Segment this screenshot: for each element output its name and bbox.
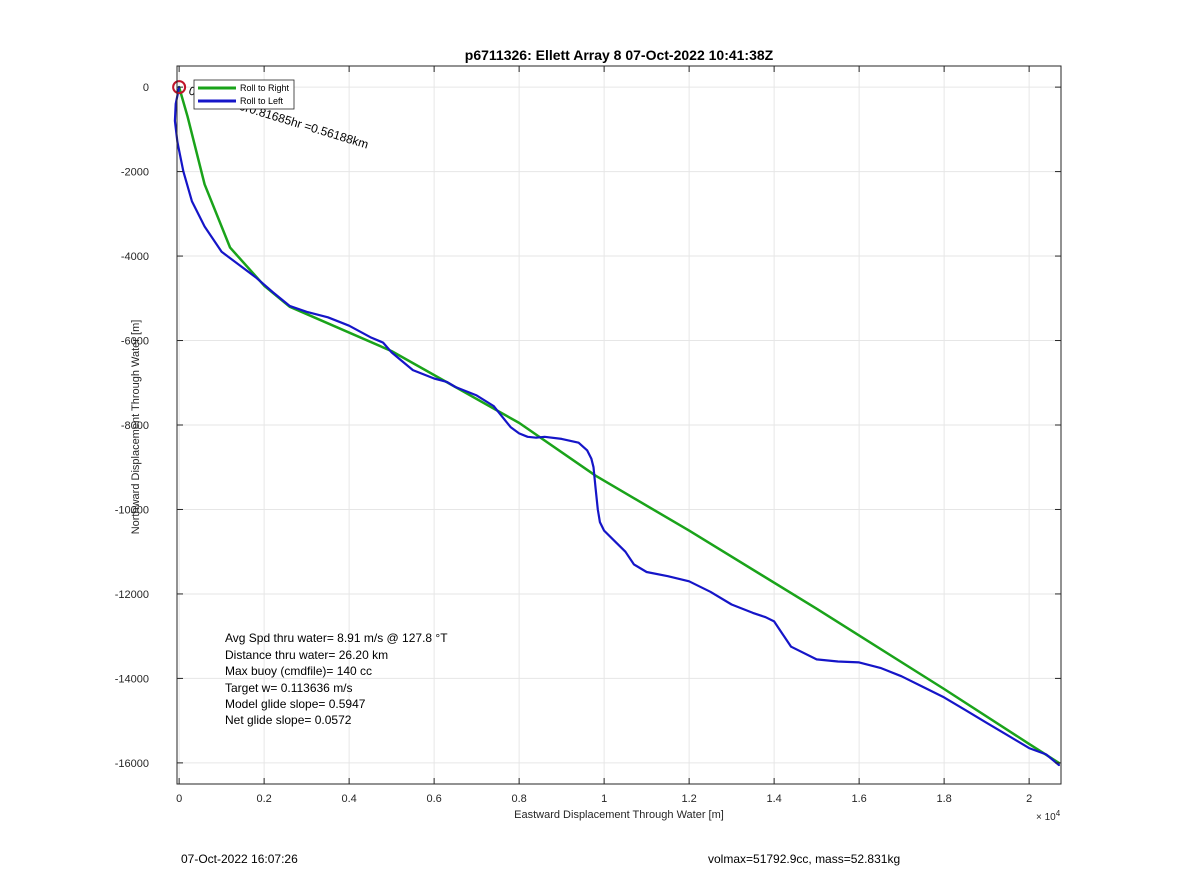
- start-marker: [172, 80, 187, 95]
- series-layer: [172, 80, 1061, 767]
- y-tick-label: -10000: [115, 504, 149, 516]
- x-tick-label: 0.4: [341, 793, 356, 805]
- y-tick-label: 0: [143, 82, 149, 94]
- x-tick-label: 0.6: [426, 793, 441, 805]
- y-tick-label: -14000: [115, 673, 149, 685]
- y-tick-label: -12000: [115, 589, 149, 601]
- legend-box: [193, 79, 295, 110]
- stat-target-w: Target w= 0.113636 m/s: [225, 681, 353, 695]
- x-axis-exponent-base: × 10: [1036, 812, 1056, 823]
- ticks: 0 0.2 0.4 0.6 0.8 1 1.2 1.4 1.6 1.8 2 0 -2000 -4000 -6…: [115, 66, 1061, 805]
- legend: Roll to Right Roll to Left: [193, 79, 295, 110]
- y-tick-label: -4000: [121, 251, 149, 263]
- series-line-roll-left: [173, 85, 1061, 767]
- x-tick-label: 1: [601, 793, 607, 805]
- stat-net-glide-slope: Net glide slope= 0.0572: [225, 713, 352, 727]
- footer-timestamp: 07-Oct-2022 16:07:26: [181, 852, 298, 866]
- x-tick-label: 1.6: [851, 793, 866, 805]
- x-tick-label: 0.8: [511, 793, 526, 805]
- x-tick-label: 0.2: [256, 793, 271, 805]
- chart: 0 0.2 0.4 0.6 0.8 1 1.2 1.4 1.6 1.8 2 0 -2000 -4000 -6…: [115, 47, 1062, 823]
- y-axis-label: Northward Displacement Through Water [m]: [130, 320, 142, 535]
- stat-model-glide-slope: Model glide slope= 0.5947: [225, 697, 366, 711]
- x-tick-label: 1.8: [936, 793, 951, 805]
- stats-block: Avg Spd thru water= 8.91 m/s @ 127.8 °T …: [225, 631, 448, 727]
- stat-distance: Distance thru water= 26.20 km: [225, 648, 388, 662]
- stat-max-buoy: Max buoy (cmdfile)= 140 cc: [225, 664, 372, 678]
- stat-avg-speed: Avg Spd thru water= 8.91 m/s @ 127.8 °T: [225, 631, 448, 645]
- y-tick-label: -6000: [121, 336, 149, 348]
- x-tick-label: 2: [1026, 793, 1032, 805]
- y-tick-label: -8000: [121, 420, 149, 432]
- x-tick-label: 0: [176, 793, 182, 805]
- y-tick-label: -2000: [121, 167, 149, 179]
- x-axis-exponent-power: 4: [1056, 809, 1061, 818]
- grid: [177, 66, 1061, 784]
- legend-label-roll-right: Roll to Right: [240, 83, 290, 93]
- legend-label-roll-left: Roll to Left: [240, 96, 284, 106]
- x-tick-label: 1.4: [766, 793, 781, 805]
- x-axis-exponent: × 104: [1036, 809, 1061, 823]
- x-axis-label: Eastward Displacement Through Water [m]: [514, 809, 724, 821]
- chart-title: p6711326: Ellett Array 8 07-Oct-2022 10:…: [465, 47, 774, 63]
- x-tick-label: 1.2: [681, 793, 696, 805]
- footer-summary: volmax=51792.9cc, mass=52.831kg: [708, 852, 901, 866]
- y-tick-label: -16000: [115, 758, 149, 770]
